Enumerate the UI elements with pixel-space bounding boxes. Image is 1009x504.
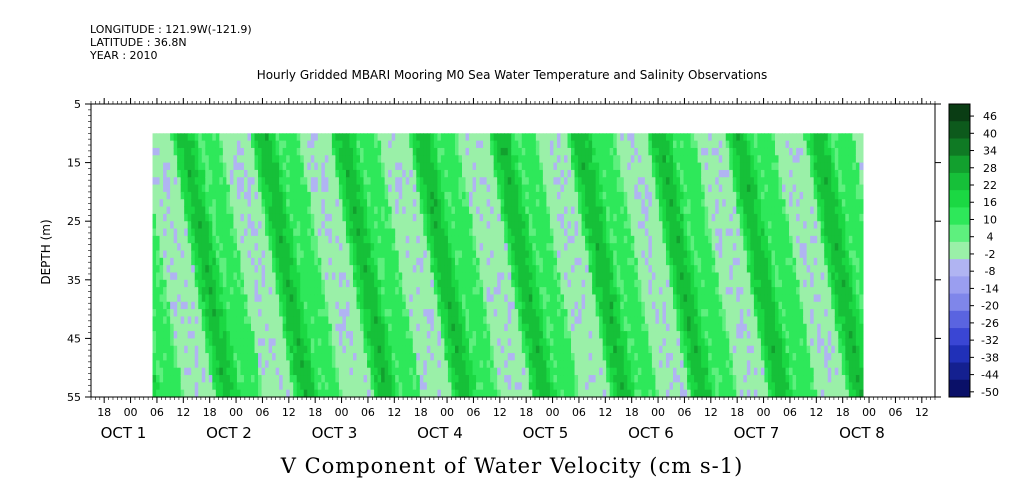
x-hour-label: 12 [704,406,718,419]
colorbar-swatch [949,224,970,243]
colorbar-swatch [949,293,970,312]
x-hour-label: 00 [440,406,454,419]
x-hour-label: 00 [335,406,349,419]
y-tick-label: 35 [67,274,81,287]
x-hour-label: 18 [203,406,217,419]
heatmap-field [152,133,864,398]
x-hour-label: 18 [519,406,533,419]
colorbar-swatch [949,345,970,364]
year-label: YEAR : 2010 [90,49,158,62]
colorbar-swatch [949,276,970,295]
x-hour-label: 06 [677,406,691,419]
x-hour-label: 12 [282,406,296,419]
x-date-label: OCT 2 [206,424,252,442]
y-tick-label: 55 [67,391,81,404]
colorbar-label: -44 [981,369,999,382]
x-hour-label: 06 [150,406,164,419]
x-date-label: OCT 7 [734,424,780,442]
x-hour-label: 00 [862,406,876,419]
colorbar-swatch [949,241,970,260]
colorbar-label: 34 [983,145,997,158]
x-hour-label: 00 [229,406,243,419]
colorbar-swatch [949,362,970,381]
latitude-label: LATITUDE : 36.8N [90,36,187,49]
colorbar-swatch [949,207,970,226]
x-hour-label: 12 [915,406,929,419]
x-hour-label: 18 [625,406,639,419]
x-hour-label: 00 [757,406,771,419]
x-hour-label: 18 [308,406,322,419]
x-hour-label: 00 [124,406,138,419]
x-hour-label: 06 [466,406,480,419]
colorbar-swatch [949,138,970,157]
colorbar-swatch [949,190,970,208]
colorbar-label: 46 [983,110,997,123]
x-hour-label: 12 [493,406,507,419]
colorbar-label: -8 [985,265,996,278]
x-axis-label: V Component of Water Velocity (cm s-1) [280,454,744,478]
colorbar-label: -38 [981,351,999,364]
colorbar-label: 28 [983,162,997,175]
colorbar-label: -2 [985,248,996,261]
x-date-label: OCT 3 [312,424,358,442]
colorbar-label: 4 [987,231,994,244]
x-hour-label: 12 [598,406,612,419]
x-hour-label: 06 [255,406,269,419]
colorbar-label: 22 [983,179,997,192]
colorbar-label: -32 [981,334,999,347]
colorbar-swatch [949,104,970,122]
y-tick-label: 25 [67,215,81,228]
colorbar-label: 10 [983,213,997,226]
y-tick-label: 15 [67,157,81,170]
colorbar-swatch [949,155,970,174]
x-hour-label: 12 [176,406,190,419]
colorbar-label: -26 [981,317,999,330]
colorbar-swatch [949,121,970,139]
x-hour-label: 18 [836,406,850,419]
colorbar-label: -50 [981,386,999,399]
x-hour-label: 00 [651,406,665,419]
y-tick-label: 5 [74,98,81,111]
colorbar-swatch [949,310,970,329]
colorbar-swatch [949,379,970,398]
x-date-label: OCT 8 [839,424,885,442]
colorbar-label: 16 [983,196,997,209]
x-hour-label: 06 [888,406,902,419]
colorbar-swatch [949,172,970,191]
colorbar-label: -14 [981,282,999,295]
x-date-label: OCT 6 [628,424,674,442]
colorbar-frame [948,103,971,398]
x-hour-label: 18 [97,406,111,419]
colorbar-label: 40 [983,127,997,140]
x-hour-label: 00 [546,406,560,419]
x-hour-label: 06 [572,406,586,419]
y-tick-label: 45 [67,332,81,345]
chart-title: Hourly Gridded MBARI Mooring M0 Sea Wate… [256,68,768,82]
x-date-label: OCT 5 [523,424,569,442]
x-hour-label: 18 [730,406,744,419]
x-hour-label: 12 [387,406,401,419]
x-hour-label: 12 [809,406,823,419]
x-date-label: OCT 4 [417,424,463,442]
colorbar-swatch [949,328,970,346]
x-hour-label: 06 [361,406,375,419]
x-hour-label: 18 [414,406,428,419]
longitude-label: LONGITUDE : 121.9W(-121.9) [90,23,252,36]
x-hour-label: 06 [783,406,797,419]
colorbar-label: -20 [981,300,999,313]
colorbar-swatch [949,259,970,277]
x-date-label: OCT 1 [101,424,147,442]
